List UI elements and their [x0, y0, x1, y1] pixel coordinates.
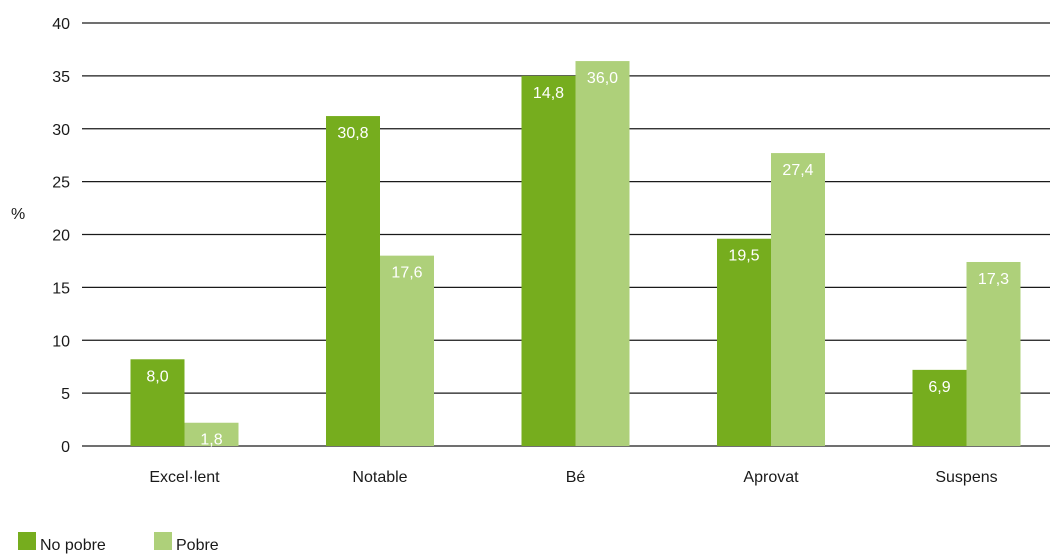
y-tick-label: 30 — [52, 122, 70, 139]
x-tick-label: Notable — [352, 469, 407, 486]
bar — [771, 153, 825, 446]
bar-value-label: 8,0 — [146, 368, 168, 385]
bar — [184, 422, 239, 446]
bar — [130, 359, 185, 446]
y-tick-label: 0 — [61, 439, 70, 456]
legend-label-no-pobre: No pobre — [40, 537, 106, 554]
bar — [521, 75, 576, 446]
bar — [717, 238, 771, 446]
bar — [575, 61, 630, 446]
legend-label-pobre: Pobre — [176, 537, 219, 554]
legend-item-no-pobre: No pobre — [18, 532, 106, 556]
bar — [966, 261, 1021, 446]
legend-swatch-no-pobre — [18, 532, 36, 550]
y-tick-label: 40 — [52, 16, 70, 33]
bar-value-label: 36,0 — [587, 70, 618, 87]
bar-value-label: 17,3 — [978, 271, 1009, 288]
x-tick-label: Excel·lent — [149, 469, 220, 486]
x-tick-label: Aprovat — [743, 469, 799, 486]
bar — [912, 369, 967, 446]
x-tick-label: Bé — [566, 469, 586, 486]
bar-value-label: 30,8 — [337, 125, 368, 142]
y-tick-label: 5 — [61, 386, 70, 403]
y-tick-label: 10 — [52, 333, 70, 350]
bar-value-label: 27,4 — [782, 162, 813, 179]
y-axis-label: % — [11, 206, 25, 223]
y-tick-label: 25 — [52, 175, 70, 192]
x-tick-label: Suspens — [935, 469, 997, 486]
bar-value-label: 14,8 — [533, 85, 564, 102]
bar-value-label: 19,5 — [728, 248, 759, 265]
y-tick-label: 20 — [52, 228, 70, 245]
bar — [380, 255, 434, 446]
legend-swatch-pobre — [154, 532, 172, 550]
bar — [326, 116, 380, 446]
y-tick-label: 35 — [52, 69, 70, 86]
bar-chart: 0 5 10 15 20 25 30 35 40% 8,0 1,8 Excel·lent 30,8 17,… — [11, 16, 1050, 486]
bar-value-label: 17,6 — [391, 265, 422, 282]
y-tick-label: 15 — [52, 280, 70, 297]
bar-value-label: 6,9 — [928, 379, 950, 396]
bar-value-label: 1,8 — [200, 432, 222, 449]
legend-item-pobre: Pobre — [154, 532, 219, 556]
